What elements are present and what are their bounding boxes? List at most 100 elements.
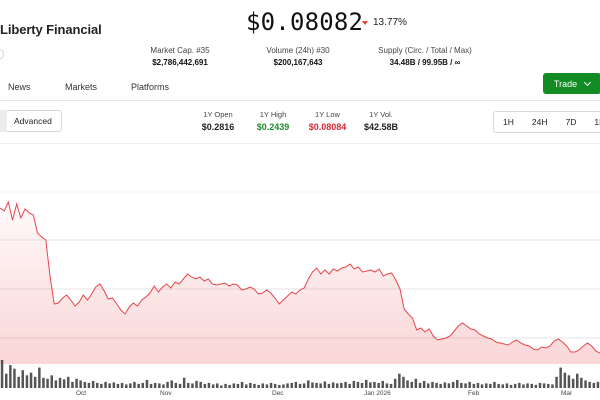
supply-stat: Supply (Circ. / Total / Max) 34.48B / 99… [360, 46, 490, 67]
volume-bar [319, 383, 322, 388]
volume-bar [5, 373, 8, 388]
volume-bar [522, 384, 525, 388]
volume-bar [67, 376, 70, 388]
volume-bar [422, 380, 426, 388]
volume-bar [584, 380, 587, 388]
volume-bar [302, 383, 306, 388]
volume-bar [87, 382, 91, 388]
volume-bar [340, 382, 343, 388]
volume-bar [96, 382, 99, 388]
tab-markets[interactable]: Markets [65, 82, 98, 92]
year-high-label: 1Y High [259, 110, 287, 119]
price-chart[interactable] [0, 144, 600, 390]
volume-bar [38, 367, 41, 388]
interval-1h[interactable]: 1H [503, 117, 514, 127]
volume-bar [170, 380, 173, 388]
volume-bar [348, 383, 351, 388]
year-open-stat: 1Y Open $0.2816 [193, 110, 243, 132]
interval-selector: 1H 24H 7D 1M [493, 111, 600, 133]
volume-bar [356, 381, 360, 388]
volume-bar [336, 383, 339, 388]
volume-bars [0, 360, 600, 388]
volume-bar [257, 384, 260, 388]
volume-bar [207, 382, 211, 388]
volume-bar [203, 383, 207, 388]
volume-bar [563, 372, 567, 388]
year-volume-stat: 1Y Vol. $42.58B [356, 110, 406, 132]
advanced-label[interactable]: Advanced [14, 116, 52, 126]
volume-bar [46, 378, 49, 388]
volume-bar [75, 378, 78, 388]
volume-bar [418, 382, 422, 388]
volume-bar [236, 383, 240, 388]
volume-bar [377, 382, 380, 388]
volume-bar [166, 381, 169, 388]
volume-bar [559, 367, 562, 388]
year-low-value: $0.08084 [308, 122, 347, 132]
volume-bar [182, 377, 186, 388]
volume-bar [199, 381, 202, 388]
volume-bar [327, 383, 331, 388]
volume-bar [133, 381, 136, 388]
volume-bar [439, 383, 442, 388]
volume-bar [83, 381, 87, 388]
volume-bar [443, 382, 447, 388]
chart-mode-basic[interactable] [0, 110, 7, 132]
volume-bar [509, 384, 513, 388]
volume-bar [33, 376, 37, 388]
interval-7d[interactable]: 7D [565, 117, 577, 127]
volume-bar [571, 378, 575, 388]
volume-bar [427, 383, 430, 388]
volume-bar [149, 383, 153, 388]
volume-bar [493, 381, 496, 388]
watchlist-star-icon[interactable] [0, 48, 4, 60]
trade-button-label: Trade [553, 78, 578, 89]
volume-bar [50, 375, 53, 388]
volume-bar [0, 360, 4, 388]
volume-bar [530, 383, 533, 388]
supply-label: Supply (Circ. / Total / Max) [378, 46, 472, 55]
volume-bar [576, 373, 579, 388]
volume-bar [125, 384, 128, 388]
volume-bar [216, 383, 219, 388]
volume-bar [294, 381, 298, 388]
nav-divider [0, 100, 600, 101]
volume-bar [485, 383, 488, 388]
volume-bar [220, 385, 223, 388]
volume-bar [398, 373, 401, 388]
tab-platforms[interactable]: Platforms [131, 82, 170, 92]
volume-bar [21, 370, 24, 388]
volume-bar [273, 383, 277, 388]
volume-bar [596, 381, 600, 388]
volume-bar [476, 382, 480, 388]
volume-bar [501, 384, 504, 388]
volume-bar [431, 381, 434, 388]
volume-bar [580, 377, 583, 388]
volume-bar [480, 384, 484, 388]
price-line [0, 200, 600, 354]
interval-24h[interactable]: 24H [531, 117, 548, 127]
volume-bar [62, 379, 66, 388]
volume-bar [331, 382, 335, 388]
volume-bar [91, 380, 95, 388]
price-change-value: 13.77% [373, 17, 407, 28]
volume-bar [42, 377, 45, 388]
volume-bar [249, 382, 252, 388]
volume-bar [174, 382, 178, 388]
interval-1m[interactable]: 1M [594, 117, 600, 127]
x-axis-label-feb: Feb [468, 390, 480, 397]
volume-bar [402, 376, 405, 388]
volume-bar [253, 383, 256, 388]
trade-button[interactable]: Trade [543, 73, 600, 94]
volume-bar [311, 382, 314, 388]
volume-bar [141, 382, 144, 388]
volume-bar [307, 380, 310, 388]
volume-bar [153, 382, 157, 388]
volume-bar [232, 383, 236, 388]
volume-bar [100, 383, 103, 388]
year-open-label: 1Y Open [203, 110, 233, 119]
chart-top-divider [0, 143, 600, 144]
tab-news[interactable]: News [8, 82, 31, 92]
volume-bar [489, 383, 492, 388]
volume-bar [393, 378, 397, 388]
